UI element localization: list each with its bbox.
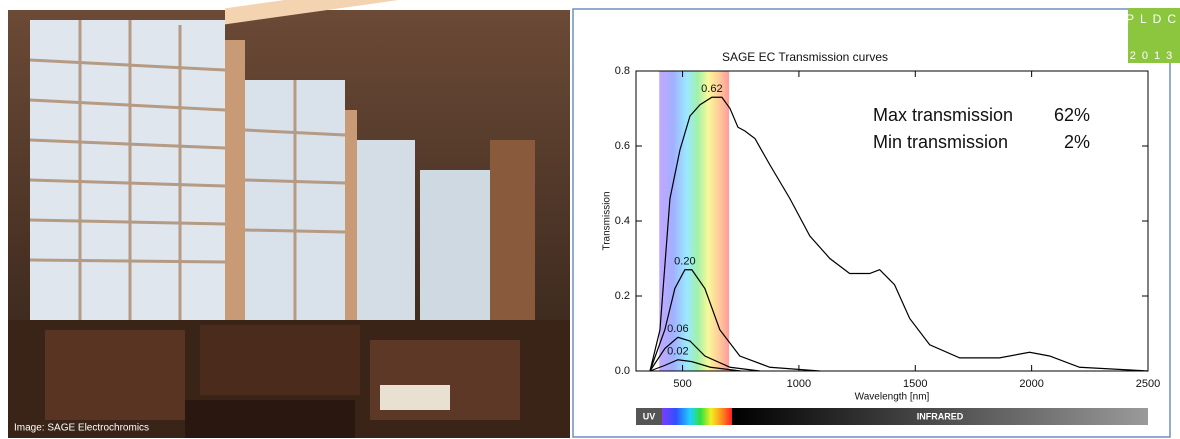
y-tick-label: 0.8 xyxy=(615,65,630,77)
x-tick-label: 500 xyxy=(673,378,691,390)
logo-top: PLDC xyxy=(1126,12,1180,26)
photo: Image: SAGE Electrochromics xyxy=(8,0,570,438)
annotation-label: Max transmission xyxy=(873,105,1013,125)
infrared-label: INFRARED xyxy=(917,411,964,421)
x-tick-label: 2000 xyxy=(1019,378,1043,390)
plot: 0.0 0.2 0.4 0.6 0.8 500 1000 1500 2000 2500 0.62 0.… xyxy=(615,65,1161,390)
visible-band xyxy=(659,71,730,371)
y-tick-label: 0.4 xyxy=(615,215,630,227)
chart-title: SAGE EC Transmission curves xyxy=(722,50,888,64)
x-tick-label: 2500 xyxy=(1136,378,1160,390)
photo-caption: Image: SAGE Electrochromics xyxy=(14,423,149,434)
line xyxy=(649,96,1149,372)
logo: PLDC 2013 xyxy=(1126,8,1180,63)
logo-bottom: 2013 xyxy=(1130,50,1178,62)
y-axis-label: Transmission xyxy=(602,191,613,250)
line xyxy=(649,336,760,372)
spectrum-bar: UV INFRARED xyxy=(636,408,1148,425)
uv-label: UV xyxy=(643,411,656,421)
y-tick-label: 0.0 xyxy=(615,365,630,377)
x-tick-label: 1500 xyxy=(903,378,927,390)
annotation-value: 2% xyxy=(1064,132,1090,152)
series-label: 0.06 xyxy=(667,323,688,335)
series-label: 0.62 xyxy=(701,83,722,95)
y-tick-label: 0.6 xyxy=(615,140,630,152)
annotation-value: 62% xyxy=(1054,105,1090,125)
series-label: 0.20 xyxy=(674,256,695,268)
x-axis-label: Wavelength [nm] xyxy=(855,392,930,403)
x-tick-label: 1000 xyxy=(787,378,811,390)
annotation-label: Min transmission xyxy=(873,132,1008,152)
series-label: 0.02 xyxy=(667,346,688,358)
line xyxy=(649,269,820,372)
line xyxy=(649,359,741,372)
y-tick-label: 0.2 xyxy=(615,290,630,302)
